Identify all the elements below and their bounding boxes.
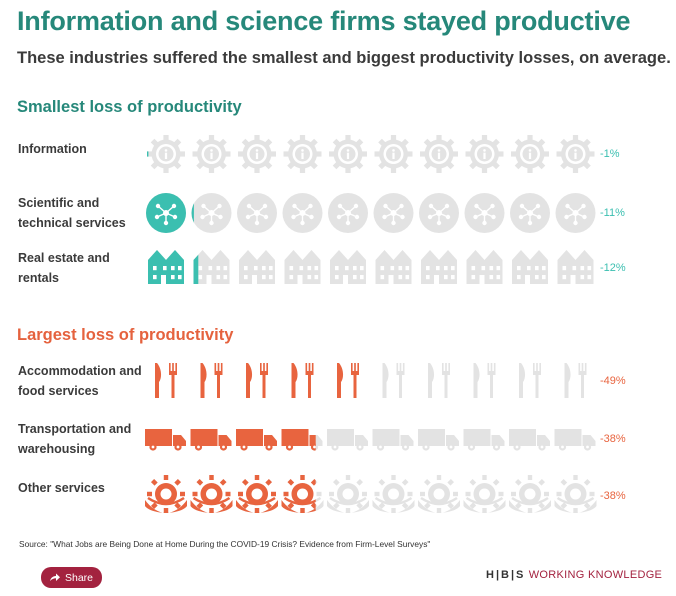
truck-icon-empty: [554, 429, 596, 451]
row-value: -1%: [600, 148, 620, 160]
pictograph-row: [147, 135, 595, 173]
chart-row-information: Information -1%: [0, 126, 676, 182]
pictograph-row: [145, 475, 597, 513]
truck-icon-empty: [372, 429, 414, 451]
row-value: -49%: [600, 375, 626, 387]
knife-fork-icon-filled: [200, 363, 223, 398]
building-icon-empty: [512, 250, 548, 284]
knife-fork-icon-filled: [246, 363, 268, 398]
knife-fork-icon-filled: [155, 363, 177, 398]
molecule-icon-filled: [146, 193, 186, 233]
chart-row-scientific: Scientific and technical services -11%: [0, 185, 676, 241]
share-button[interactable]: Share: [41, 567, 102, 588]
molecule-icon-empty: [282, 193, 323, 233]
truck-icon-filled: [190, 429, 232, 451]
brand-name: WORKING KNOWLEDGE: [528, 569, 663, 581]
pictograph-row: [145, 429, 596, 451]
row-label: Transportation and warehousing: [18, 422, 132, 456]
knife-fork-icon-empty: [564, 363, 587, 398]
molecule-icon-empty: [191, 193, 232, 233]
building-icon-empty: [193, 250, 230, 284]
row-value: -38%: [600, 433, 626, 445]
hand-gear-icon-empty: [327, 475, 369, 513]
hand-gear-icon-filled: [145, 475, 187, 513]
pictograph-row: [146, 193, 596, 233]
info-gear-icon-empty: [329, 135, 367, 173]
building-icon-empty: [466, 250, 503, 284]
molecule-icon-empty: [328, 193, 368, 233]
row-value: -12%: [600, 262, 626, 274]
info-gear-icon-empty: [283, 135, 322, 173]
row-value: -11%: [600, 207, 625, 219]
pictograph-row: [155, 363, 587, 398]
truck-icon-filled: [281, 429, 316, 451]
truck-icon-empty: [327, 429, 368, 451]
hand-gear-icon-empty: [418, 475, 460, 513]
molecule-icon-empty: [464, 193, 505, 233]
knife-fork-icon-empty: [473, 363, 496, 398]
knife-fork-icon-empty: [519, 363, 541, 398]
row-label: Information: [18, 142, 87, 156]
knife-fork-icon-filled: [291, 363, 314, 398]
truck-icon-empty: [509, 429, 550, 451]
molecule-icon-empty: [237, 193, 277, 233]
building-icon-empty: [284, 250, 321, 284]
chart-row-accommodation: Accommodation and food services -49%: [0, 353, 676, 409]
pictograph-row: [148, 250, 594, 284]
row-label: Real estate and rentals: [18, 251, 110, 285]
info-gear-icon-empty: [556, 135, 595, 173]
hand-gear-icon-filled: [236, 475, 278, 513]
molecule-icon-empty: [555, 193, 596, 233]
molecule-icon-empty: [373, 193, 414, 233]
info-gear-icon-empty: [420, 135, 458, 173]
knife-fork-icon-filled: [337, 363, 359, 398]
building-icon-empty: [421, 250, 457, 284]
building-icon-filled: [193, 254, 199, 284]
chart-row-real-estate: Real estate and rentals -12%: [0, 240, 676, 296]
hbs-mark: H|B|S: [486, 569, 526, 581]
section-title-largest: Largest loss of productivity: [17, 326, 234, 344]
molecule-icon-empty: [419, 193, 459, 233]
row-label: Other services: [18, 481, 105, 495]
truck-icon-filled: [236, 429, 277, 451]
info-gear-icon-empty: [511, 135, 549, 173]
building-icon-empty: [239, 250, 275, 284]
chart-subtitle: These industries suffered the smallest a…: [17, 49, 671, 67]
source-note: Source: "What Jobs are Being Done at Hom…: [19, 539, 431, 549]
molecule-icon-empty: [510, 193, 550, 233]
brand-logo: H|B|S WORKING KNOWLEDGE: [486, 569, 662, 581]
row-label: Accommodation and food services: [18, 364, 142, 398]
hand-gear-icon-empty: [554, 475, 597, 513]
info-gear-icon-empty: [192, 135, 231, 173]
section-title-smallest: Smallest loss of productivity: [17, 98, 242, 116]
building-icon-empty: [330, 250, 366, 284]
hand-gear-icon-empty: [509, 475, 551, 513]
truck-icon-empty: [463, 429, 505, 451]
hand-gear-icon-empty: [463, 475, 506, 513]
share-label: Share: [64, 571, 94, 584]
row-label: Scientific and technical services: [18, 196, 126, 230]
building-icon-empty: [557, 250, 594, 284]
chart-row-other-services: Other services -38%: [0, 468, 676, 524]
hand-gear-icon-empty: [372, 475, 415, 513]
row-value: -38%: [600, 490, 626, 502]
hand-gear-icon-filled: [281, 475, 316, 513]
info-gear-icon-empty: [238, 135, 276, 173]
share-icon: [49, 573, 60, 581]
info-gear-icon-empty: [374, 135, 413, 173]
chart-title: Information and science firms stayed pro…: [17, 6, 631, 36]
knife-fork-icon-empty: [382, 363, 405, 398]
molecule-icon-filled: [191, 203, 194, 223]
truck-icon-empty: [418, 429, 459, 451]
truck-icon-filled: [145, 429, 186, 451]
chart-row-transportation: Transportation and warehousing -38%: [0, 411, 676, 467]
info-gear-icon-empty: [465, 135, 504, 173]
info-gear-icon-empty: [147, 135, 185, 173]
knife-fork-icon-empty: [428, 363, 450, 398]
building-icon-empty: [375, 250, 412, 284]
building-icon-filled: [148, 250, 184, 284]
hand-gear-icon-filled: [190, 475, 233, 513]
